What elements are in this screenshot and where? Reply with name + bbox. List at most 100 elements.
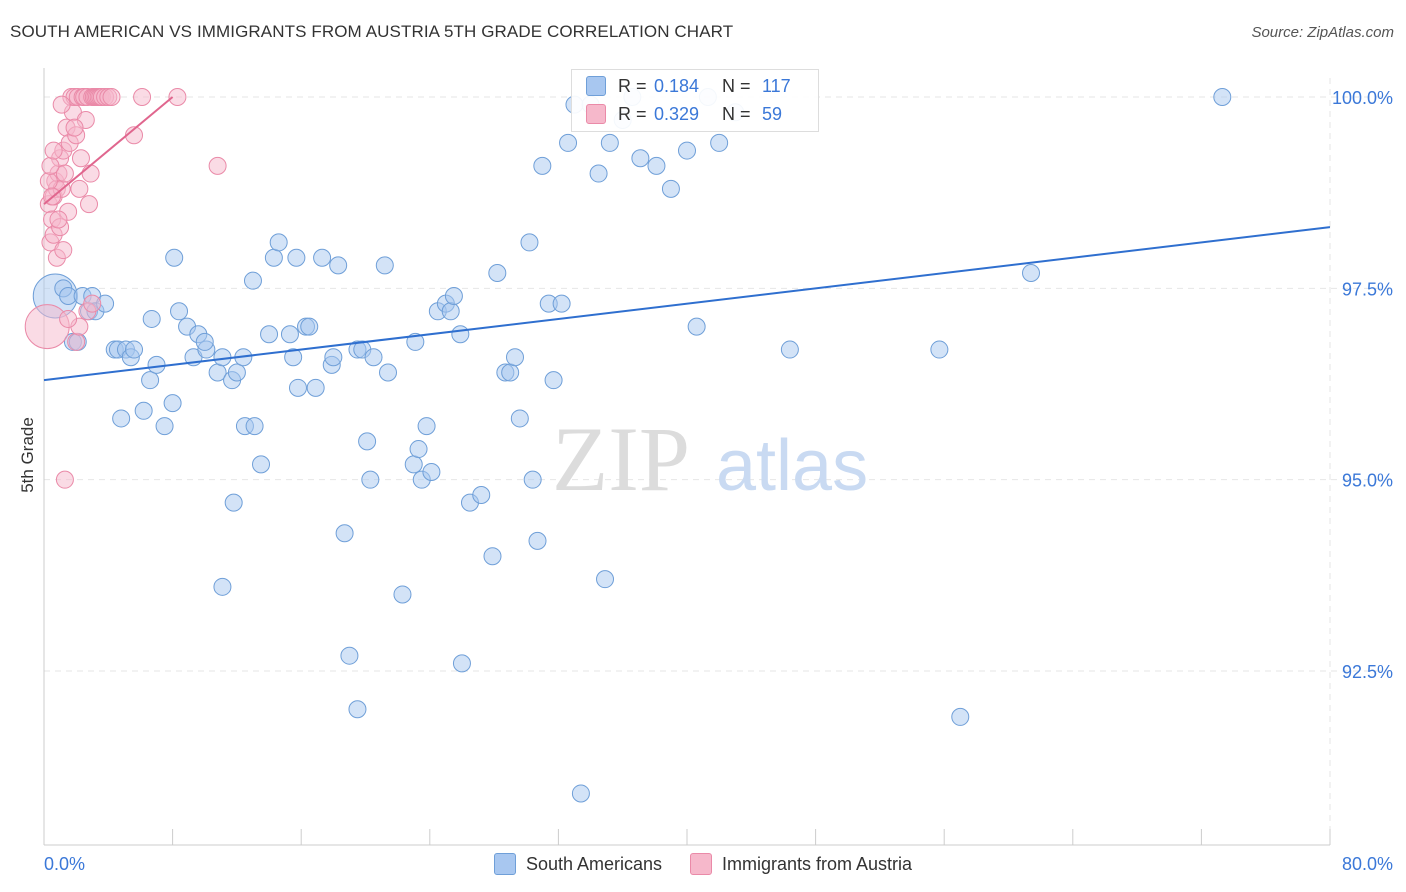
y-tick-label: 92.5% — [1342, 662, 1393, 682]
data-point — [155, 417, 174, 436]
data-point — [54, 241, 73, 260]
data-point — [55, 164, 74, 183]
data-point — [243, 271, 262, 290]
data-point — [112, 409, 131, 428]
data-point — [245, 417, 264, 436]
legend-row-immigrants-from-austria: R = 0.329 N = 59 — [586, 102, 782, 126]
bottom-legend-item-immigrants-from-austria: Immigrants from Austria — [690, 853, 912, 875]
x-tick-label: 0.0% — [44, 854, 85, 874]
data-point — [306, 378, 325, 397]
data-point — [125, 340, 144, 359]
legend-r-label: R = — [618, 75, 647, 96]
legend-n-label: N = — [722, 75, 751, 96]
chart-title: SOUTH AMERICAN VS IMMIGRANTS FROM AUSTRI… — [10, 22, 734, 41]
legend-n-value: 59 — [762, 103, 783, 124]
legend-r-value: 0.329 — [654, 103, 700, 124]
data-point — [589, 164, 608, 183]
data-point — [133, 88, 152, 106]
legend-r-label: R = — [618, 103, 647, 124]
data-point — [71, 149, 90, 168]
data-point — [83, 294, 102, 313]
data-point — [340, 646, 359, 665]
data-point — [335, 524, 354, 543]
data-point — [59, 309, 78, 328]
watermark: ZIP atlas — [552, 408, 868, 510]
y-tick-label: 95.0% — [1342, 471, 1393, 491]
trend-line-south-americans — [43, 226, 1331, 382]
legend: R = 0.184 N = 117 R = 0.329 N = 59 — [571, 69, 819, 132]
data-point — [142, 309, 161, 328]
data-point — [661, 179, 680, 198]
data-point — [269, 233, 288, 252]
trend-lines — [43, 96, 1331, 382]
data-point — [441, 302, 460, 321]
watermark-atlas: atlas — [716, 426, 868, 506]
data-point — [280, 325, 299, 344]
data-point — [488, 264, 507, 283]
data-point — [483, 547, 502, 566]
data-point — [313, 248, 332, 267]
legend-n-label: N = — [722, 103, 751, 124]
data-point — [208, 156, 227, 175]
data-point — [348, 700, 367, 719]
data-point — [544, 371, 563, 390]
y-tick-label: 100.0% — [1332, 88, 1393, 108]
data-point — [631, 149, 650, 168]
legend-swatch-blue — [586, 76, 606, 96]
data-point — [533, 156, 552, 175]
data-point — [552, 294, 571, 313]
x-tick-label: 80.0% — [1342, 854, 1393, 874]
data-point — [417, 417, 436, 436]
data-point — [472, 485, 491, 504]
data-point — [213, 577, 232, 596]
data-point — [510, 409, 529, 428]
data-point — [361, 470, 380, 489]
data-point — [102, 88, 121, 106]
y-tick-label: 97.5% — [1342, 279, 1393, 299]
data-point — [951, 707, 970, 726]
data-point — [678, 141, 696, 160]
data-point — [647, 156, 666, 175]
data-point — [505, 348, 524, 367]
data-point — [49, 210, 68, 229]
data-point — [780, 340, 799, 359]
data-point — [523, 470, 542, 489]
data-point — [65, 118, 84, 137]
data-point — [81, 164, 100, 183]
data-point — [55, 470, 74, 489]
data-point — [227, 363, 246, 382]
data-point — [600, 133, 619, 152]
data-point — [264, 248, 283, 267]
data-point — [404, 455, 423, 474]
data-point — [1213, 88, 1232, 106]
legend-row-south-americans: R = 0.184 N = 117 — [586, 74, 791, 98]
data-point — [70, 179, 89, 198]
data-point — [596, 570, 615, 589]
data-point — [141, 371, 160, 390]
tick-labels: 92.5% 95.0% 97.5% 100.0% 0.0% 80.0% — [44, 88, 1393, 874]
legend-r-value: 0.184 — [654, 75, 700, 96]
data-point — [520, 233, 539, 252]
data-point — [687, 317, 706, 336]
data-point — [224, 493, 243, 512]
data-point — [710, 133, 729, 152]
data-point — [67, 332, 86, 351]
data-point — [288, 378, 307, 397]
data-point — [1022, 264, 1041, 283]
trend-line-immigrants-from-austria — [43, 96, 174, 205]
data-point — [422, 463, 441, 482]
data-point — [451, 325, 470, 344]
legend-n-value: 117 — [762, 75, 791, 96]
data-point — [571, 784, 590, 803]
data-point — [300, 317, 319, 336]
data-point — [329, 256, 348, 275]
bottom-legend-swatch-blue — [493, 853, 516, 875]
data-point — [364, 348, 383, 367]
data-point — [80, 195, 99, 214]
data-point — [260, 325, 279, 344]
data-point — [501, 363, 520, 382]
data-point — [930, 340, 949, 359]
y-axis-label: 5th Grade — [18, 417, 37, 493]
data-point — [170, 302, 189, 321]
data-point — [134, 401, 153, 420]
